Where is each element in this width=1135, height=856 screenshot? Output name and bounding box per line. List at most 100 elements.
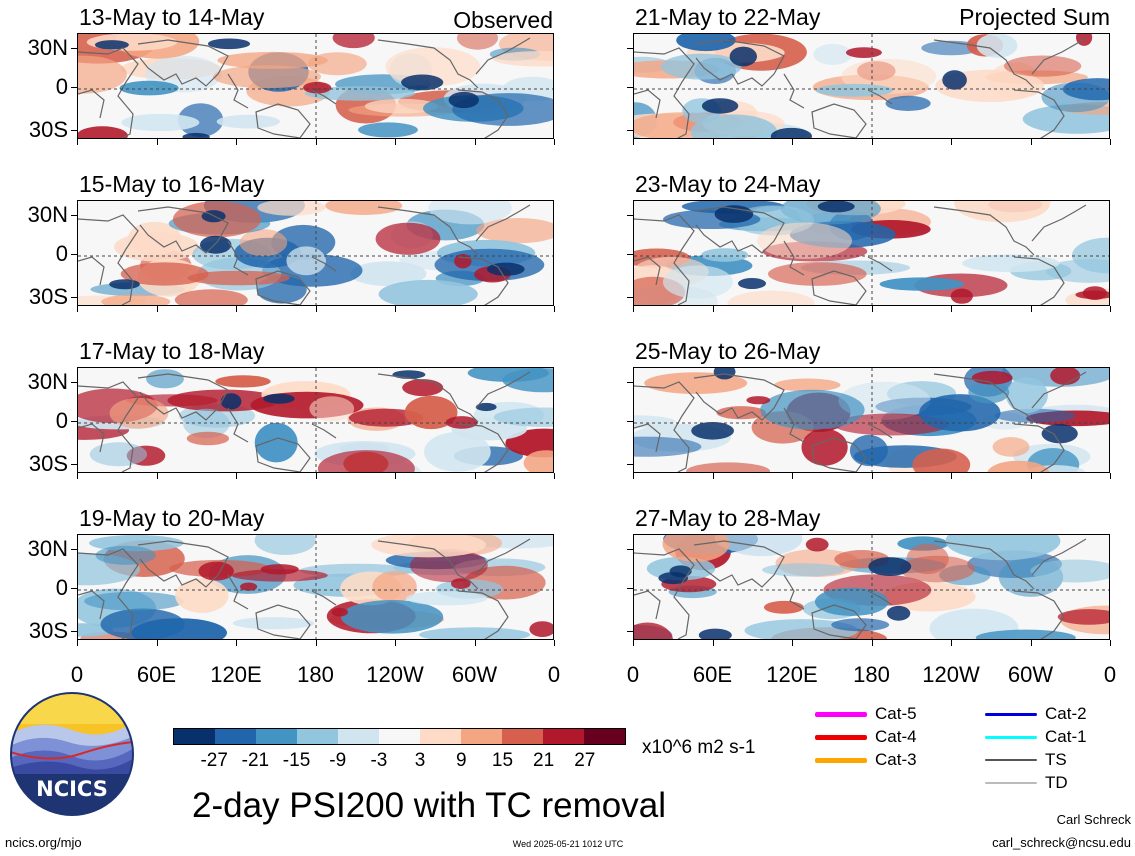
projected-sum-label: Projected Sum <box>959 4 1110 30</box>
legend-item-cat-5: Cat-5 <box>815 704 917 724</box>
panel-title: 17-May to 18-May <box>79 338 265 364</box>
y-tick-mark <box>627 87 633 88</box>
x-tick-mark <box>474 473 476 479</box>
x-tick-mark <box>395 640 396 646</box>
panel-title: 15-May to 16-May <box>79 171 265 197</box>
y-tick-mark <box>71 215 77 216</box>
y-tick-mark <box>627 464 633 465</box>
legend-line-icon <box>985 759 1037 761</box>
x-tick-mark <box>1030 473 1032 479</box>
x-tick-label: 0 <box>626 662 640 687</box>
colorbar-label: -3 <box>370 750 388 771</box>
x-tick-mark <box>792 139 793 145</box>
x-tick-mark <box>871 306 873 312</box>
legend-label: Cat-3 <box>875 750 917 769</box>
y-tick-mark <box>627 549 633 550</box>
x-tick-mark <box>951 306 952 312</box>
x-tick-mark <box>315 473 317 479</box>
x-tick-mark <box>554 640 555 646</box>
y-tick-mark <box>627 297 633 298</box>
x-tick-mark <box>474 139 476 145</box>
observed-label: Observed <box>453 7 553 33</box>
colorbar-swatch <box>461 729 502 744</box>
x-tick-mark <box>77 640 78 646</box>
y-tick-mark <box>71 382 77 383</box>
x-tick-mark <box>236 306 237 312</box>
legend-item-ts: TS <box>985 750 1067 770</box>
x-tick-mark <box>951 640 952 646</box>
x-tick-mark <box>712 640 714 646</box>
right-map-panel-3 <box>633 367 1110 473</box>
x-tick-label: 120W <box>366 662 424 687</box>
x-tick-mark <box>1110 139 1111 145</box>
y-tick-mark <box>71 588 77 589</box>
x-tick-mark <box>871 139 873 145</box>
x-tick-mark <box>633 473 634 479</box>
y-tick-label: 30S <box>28 618 68 643</box>
x-tick-mark <box>1030 139 1032 145</box>
legend-item-cat-1: Cat-1 <box>985 727 1087 747</box>
x-tick-label: 60W <box>451 662 498 687</box>
x-tick-mark <box>156 640 158 646</box>
legend-label: TD <box>1045 773 1068 792</box>
legend-line-icon <box>985 782 1037 784</box>
panel-title: 27-May to 28-May <box>635 505 821 531</box>
y-tick-mark <box>71 48 77 49</box>
y-tick-mark <box>627 631 633 632</box>
x-tick-mark <box>315 139 317 145</box>
footer-timestamp: Wed 2025-05-21 1012 UTC <box>512 839 624 849</box>
x-tick-mark <box>395 473 396 479</box>
x-tick-mark <box>77 473 78 479</box>
legend-label: Cat-5 <box>875 704 917 723</box>
x-tick-mark <box>236 473 237 479</box>
y-tick-label: 30N <box>27 35 68 60</box>
colorbar-swatch <box>543 729 584 744</box>
x-tick-mark <box>712 473 714 479</box>
x-tick-mark <box>554 139 555 145</box>
x-tick-mark <box>1030 306 1032 312</box>
x-tick-mark <box>156 139 158 145</box>
x-tick-mark <box>871 640 873 646</box>
x-tick-mark <box>792 640 793 646</box>
y-tick-mark <box>71 631 77 632</box>
x-tick-mark <box>792 473 793 479</box>
x-tick-mark <box>395 306 396 312</box>
x-tick-label: 60W <box>1007 662 1054 687</box>
ncics-logo: NCICS <box>10 692 134 816</box>
right-map-panel-1 <box>633 33 1110 139</box>
colorbar-swatch <box>420 729 461 744</box>
right-map-panel-2 <box>633 200 1110 306</box>
panel-title: 13-May to 14-May <box>79 4 265 30</box>
x-tick-mark <box>554 473 555 479</box>
x-tick-label: 120E <box>766 662 818 687</box>
colorbar-swatch <box>584 729 625 744</box>
y-tick-label: 30N <box>27 202 68 227</box>
x-tick-mark <box>474 306 476 312</box>
legend-label: Cat-2 <box>1045 704 1087 723</box>
colorbar-swatch <box>174 729 215 744</box>
colorbar-label: 27 <box>574 750 596 771</box>
y-tick-label: 30N <box>27 369 68 394</box>
y-tick-mark <box>627 130 633 131</box>
footer-site-link[interactable]: ncics.org/mjo <box>5 835 82 850</box>
footer-email[interactable]: carl_schreck@ncsu.edu <box>992 835 1131 850</box>
y-tick-mark <box>627 215 633 216</box>
x-tick-label: 0 <box>547 662 561 687</box>
x-tick-mark <box>315 640 317 646</box>
x-tick-mark <box>236 139 237 145</box>
x-tick-label: 120W <box>922 662 980 687</box>
colorbar-label: 9 <box>455 750 467 771</box>
left-map-panel-1 <box>77 33 554 139</box>
colorbar-swatch <box>379 729 420 744</box>
legend-line-icon <box>985 712 1037 716</box>
y-tick-mark <box>627 254 633 255</box>
y-tick-mark <box>627 48 633 49</box>
legend-item-cat-4: Cat-4 <box>815 727 917 747</box>
left-map-panel-2 <box>77 200 554 306</box>
y-tick-mark <box>71 421 77 422</box>
y-tick-mark <box>627 421 633 422</box>
colorbar-swatch <box>297 729 338 744</box>
x-tick-mark <box>474 640 476 646</box>
x-tick-mark <box>395 139 396 145</box>
colorbar-swatch <box>338 729 379 744</box>
